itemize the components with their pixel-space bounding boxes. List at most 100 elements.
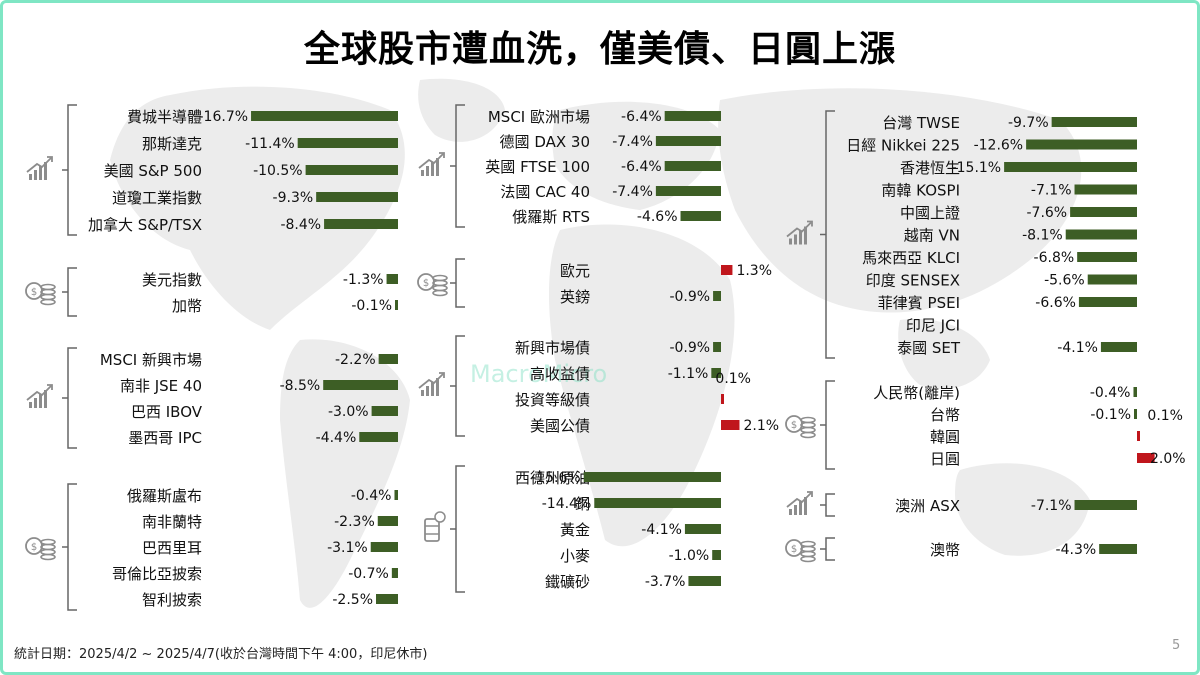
- bar: [1099, 544, 1137, 554]
- bar: [594, 498, 721, 508]
- coins-icon: [25, 282, 56, 306]
- group-3: 俄羅斯盧布 -0.4% 南非蘭特 -2.3% 巴西里耳 -3.1% 哥倫比亞披索 -0.7% 智…: [25, 483, 398, 611]
- group-10: 澳洲 ASX -7.1%: [786, 491, 1137, 517]
- bar-row: 印尼 JCI: [906, 317, 960, 335]
- bar-row: 印度 SENSEX -5.6%: [866, 272, 1137, 290]
- value-label: -16.7%: [199, 109, 249, 125]
- row-label: 西德州原油: [515, 469, 590, 487]
- group-8: 台灣 TWSE -9.7% 日經 Nikkei 225 -12.6% 香港恆生-15.1…: [786, 110, 1137, 359]
- value-label: -8.5%: [280, 378, 321, 394]
- group-6: 新興市場債 -0.9% 高收益債 -1.1% 投資等級債 0.1% 美國公債 2.1%: [418, 335, 779, 437]
- row-label: 高收益債: [530, 365, 590, 383]
- row-label: 澳洲 ASX: [895, 497, 960, 515]
- coins-icon: [785, 415, 816, 439]
- value-label: -0.4%: [1090, 385, 1131, 401]
- value-label: -9.7%: [1008, 115, 1049, 131]
- bar: [1087, 274, 1137, 285]
- row-label: MSCI 新興市場: [100, 351, 202, 369]
- row-label: MSCI 歐洲市場: [488, 108, 590, 126]
- row-label: 南韓 KOSPI: [881, 182, 960, 200]
- bar-row: 俄羅斯 RTS -4.6%: [512, 208, 721, 226]
- row-label: 巴西 IBOV: [131, 403, 203, 421]
- value-label: -8.1%: [1022, 228, 1063, 244]
- row-label: 香港恆生: [900, 159, 960, 177]
- group-2: MSCI 新興市場 -2.2% 南非 JSE 40 -8.5% 巴西 IBOV -3.0%…: [26, 347, 398, 449]
- bar-row: 巴西里耳 -3.1%: [142, 539, 398, 557]
- bar-row: 美國公債 2.1%: [530, 417, 779, 435]
- value-label: -0.7%: [348, 566, 389, 582]
- bar: [1100, 342, 1137, 352]
- bar: [1134, 409, 1137, 419]
- chart-icon: [418, 372, 445, 397]
- group-4: MSCI 歐洲市場 -6.4% 德國 DAX 30 -7.4% 英國 FTSE 100 -…: [418, 104, 721, 228]
- bar-row: 香港恆生-15.1%: [900, 159, 1137, 177]
- bar: [395, 300, 398, 310]
- bar-row: 小麥 -1.0%: [560, 547, 721, 565]
- value-label: -7.4%: [612, 184, 653, 200]
- bar: [583, 472, 721, 482]
- value-label: 0.1%: [715, 371, 751, 387]
- bar-row: 加拿大 S&P/TSX -8.4%: [88, 216, 398, 234]
- bar-row: 馬來西亞 KLCI -6.8%: [862, 249, 1137, 267]
- bar-row: 黃金 -4.1%: [560, 521, 721, 539]
- bar-row: 法國 CAC 40 -7.4%: [500, 183, 721, 201]
- bar-row: 美元指數 -1.3%: [142, 271, 398, 289]
- value-label: -6.6%: [1035, 295, 1076, 311]
- value-label: -3.7%: [645, 574, 686, 590]
- row-label: 南非 JSE 40: [120, 377, 202, 395]
- group-bracket: [450, 258, 465, 308]
- row-label: 費城半導體: [127, 108, 202, 126]
- group-bracket: [62, 104, 77, 236]
- row-label: 韓圓: [930, 428, 960, 446]
- chart-icon: [418, 152, 445, 177]
- bar: [721, 394, 724, 404]
- map-europe: [552, 101, 720, 210]
- bar-row: 日經 Nikkei 225 -12.6%: [846, 137, 1137, 155]
- row-label: 鐵礦砂: [545, 573, 590, 591]
- bar: [721, 265, 733, 275]
- value-label: -0.4%: [351, 488, 392, 504]
- bar: [1065, 229, 1137, 240]
- bar: [688, 576, 721, 586]
- map-australia: [955, 463, 1090, 556]
- group-bracket: [450, 335, 465, 437]
- value-label: -7.1%: [1031, 498, 1072, 514]
- value-label: -1.1%: [668, 366, 709, 382]
- watermark-text: MacroMicro: [470, 360, 608, 388]
- bar: [1051, 117, 1137, 127]
- bar: [713, 291, 721, 301]
- bar-row: 英國 FTSE 100 -6.4%: [485, 158, 721, 176]
- bar-row: 澳幣 -4.3%: [930, 541, 1137, 559]
- bar-row: 高收益債 -1.1%: [530, 365, 721, 383]
- row-label: 那斯達克: [142, 135, 202, 153]
- bar-row: 道瓊工業指數 -9.3%: [112, 189, 398, 207]
- bar: [664, 111, 721, 121]
- bar: [394, 490, 398, 500]
- group-bracket: [450, 465, 465, 593]
- value-label: -8.4%: [280, 217, 321, 233]
- row-label: 澳幣: [930, 541, 960, 559]
- bar-row: 費城半導體-16.7%: [127, 108, 398, 126]
- group-bracket: [820, 537, 835, 561]
- row-label: 智利披索: [142, 591, 202, 609]
- group-7: 西德州原油-15.6% 銅-14.4% 黃金 -4.1% 小麥 -1.0% 鐵礦砂 -3.7%: [424, 465, 721, 593]
- bar: [680, 211, 721, 221]
- value-label: -2.5%: [332, 592, 373, 608]
- bar: [1137, 431, 1140, 441]
- group-bracket: [62, 347, 77, 449]
- chart-icon: [26, 156, 53, 181]
- value-label: -4.6%: [637, 209, 678, 225]
- bar-row: 南韓 KOSPI -7.1%: [881, 182, 1137, 200]
- row-label: 德國 DAX 30: [500, 133, 590, 151]
- row-label: 加拿大 S&P/TSX: [88, 216, 202, 234]
- bar-row: 鐵礦砂 -3.7%: [545, 573, 721, 591]
- bar: [1074, 500, 1137, 510]
- group-11: 澳幣 -4.3%: [785, 537, 1137, 563]
- map-greenland: [418, 78, 505, 142]
- coins-icon: [25, 537, 56, 561]
- value-label: -14.4%: [542, 496, 592, 512]
- row-label: 人民幣(離岸): [873, 384, 960, 402]
- bar-row: 智利披索 -2.5%: [142, 591, 398, 609]
